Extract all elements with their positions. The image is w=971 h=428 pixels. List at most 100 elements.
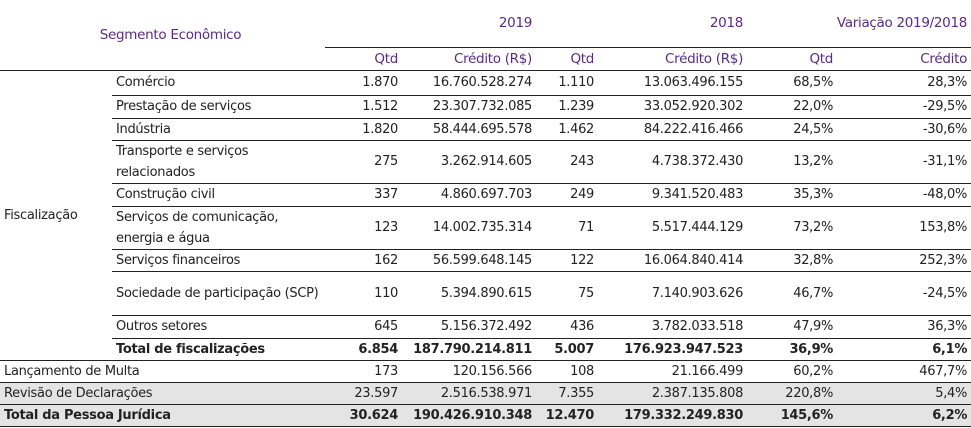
qtd-variation: 145,6% [747, 403, 838, 427]
qtd-2019: 162 [325, 248, 403, 271]
credit-2019: 120.156.566 [402, 359, 537, 382]
fiscalizacao-row: Serviços financeiros 162 56.599.648.145 122… [0, 248, 971, 271]
credit-var-header: Crédito [920, 50, 968, 67]
credit-2018: 3.782.033.518 [598, 314, 748, 338]
group-label: Fiscalização [0, 69, 112, 360]
qtd-variation: 68,5% [747, 69, 838, 95]
credit-2018: 176.923.947.523 [598, 337, 748, 360]
row-label: Sociedade de participação (SCP) [112, 270, 326, 315]
qtd-variation: 35,3% [747, 182, 838, 206]
qtd-2019: 6.854 [325, 337, 403, 360]
qtd-2019: 1.512 [325, 94, 403, 118]
qtd-2019: 173 [325, 359, 403, 382]
qtd-2019: 123 [325, 205, 403, 249]
credit-2019: 2.516.538.971 [402, 381, 537, 404]
qtd-variation: 22,0% [747, 94, 838, 118]
qtd-variation: 47,9% [747, 314, 838, 338]
row-label: Outros setores [112, 314, 326, 338]
qtd-2018: 5.007 [536, 337, 599, 360]
credit-variation: 5,4% [837, 381, 971, 404]
credit-variation: 252,3% [837, 248, 971, 271]
credit-2019: 56.599.648.145 [402, 248, 537, 271]
qtd-2018: 243 [536, 139, 599, 183]
qtd-variation: 32,8% [747, 248, 838, 271]
fiscalizacao-row: Sociedade de participação (SCP) 110 5.394.… [0, 270, 971, 315]
row-label: Transporte e serviços relacionados [112, 139, 326, 183]
year-2019-header: 2019 [325, 0, 537, 48]
qtd-variation: 24,5% [747, 117, 838, 140]
qtd-variation: 46,7% [747, 270, 838, 315]
row-label: Indústria [112, 117, 326, 140]
credit-2018: 2.387.135.808 [598, 381, 748, 404]
fiscalizacao-row: Total de fiscalizações 6.854 187.790.214.8… [0, 337, 971, 360]
credit-2019: 14.002.735.314 [402, 205, 537, 249]
qtd-variation: 73,2% [747, 205, 838, 249]
fiscalizacao-row: Serviços de comunicação, energia e água 1… [0, 205, 971, 249]
credit-2018: 5.517.444.129 [598, 205, 748, 249]
qtd-2018: 249 [536, 182, 599, 206]
credit-variation: 6,1% [837, 337, 971, 360]
credit-variation: -24,5% [837, 270, 971, 315]
subheader-row: Qtd Crédito (R$) Qtd Crédito (R$) Qtd Cr… [0, 47, 971, 70]
qtd-2019: 1.820 [325, 117, 403, 140]
credit-2019: 23.307.732.085 [402, 94, 537, 118]
qtd-2019: 23.597 [325, 381, 403, 404]
fiscalizacao-row: Fiscalização Comércio 1.870 16.760.528.274 1… [0, 69, 971, 360]
credit-2018: 16.064.840.414 [598, 248, 748, 271]
qtd-2018: 1.462 [536, 117, 599, 140]
credit-2019: 5.156.372.492 [402, 314, 537, 338]
credit-2019: 190.426.910.348 [402, 403, 537, 427]
row-label: Construção civil [112, 182, 326, 206]
qtd-2018: 436 [536, 314, 599, 338]
row-label: Prestação de serviços [112, 94, 326, 118]
fiscalizacao-row: Transporte e serviços relacionados 275 3.2… [0, 139, 971, 183]
credit-variation: -31,1% [837, 139, 971, 183]
qtd-2018-header: Qtd [570, 50, 595, 67]
credit-2018: 84.222.416.466 [598, 117, 748, 140]
credit-variation: 36,3% [837, 314, 971, 338]
qtd-variation: 220,8% [747, 381, 838, 404]
credit-2018: 33.052.920.302 [598, 94, 748, 118]
row-label: Serviços de comunicação, energia e água [112, 205, 326, 249]
credit-variation: 467,7% [837, 359, 971, 382]
row-label: Serviços financeiros [112, 248, 326, 271]
credit-variation: 28,3% [837, 69, 971, 95]
year-2018-header: 2018 [536, 0, 748, 48]
row-label: Total de fiscalizações [112, 337, 326, 360]
fiscalizacao-row: Construção civil 337 4.860.697.703 249 9.341… [0, 182, 971, 206]
qtd-2019-header: Qtd [374, 50, 399, 67]
header-row: Segmento Econômico 2019 2018 Variação 20… [0, 0, 971, 48]
variation-header: Variação 2019/2018 [747, 0, 971, 48]
credit-variation: -48,0% [837, 182, 971, 206]
qtd-variation: 36,9% [747, 337, 838, 360]
fiscalizacao-row: Outros setores 645 5.156.372.492 436 3.782.0… [0, 314, 971, 338]
row-label: Comércio [112, 69, 326, 95]
credit-2018: 7.140.903.626 [598, 270, 748, 315]
qtd-2019: 645 [325, 314, 403, 338]
credit-2018: 4.738.372.430 [598, 139, 748, 183]
credit-2019-header: Crédito (R$) [453, 50, 533, 67]
row-label: Lançamento de Multa [0, 359, 326, 382]
credit-variation: -29,5% [837, 94, 971, 118]
credit-2018-header: Crédito (R$) [664, 50, 744, 67]
qtd-var-header: Qtd [809, 50, 834, 67]
credit-2018: 179.332.249.830 [598, 403, 748, 427]
credit-2018: 21.166.499 [598, 359, 748, 382]
qtd-2019: 30.624 [325, 403, 403, 427]
credit-2019: 5.394.890.615 [402, 270, 537, 315]
qtd-2018: 71 [536, 205, 599, 249]
qtd-2018: 12.470 [536, 403, 599, 427]
row-label: Revisão de Declarações [0, 381, 326, 404]
credit-2019: 3.262.914.605 [402, 139, 537, 183]
credit-variation: 153,8% [837, 205, 971, 249]
credit-2019: 187.790.214.811 [402, 337, 537, 360]
revisao-row: Revisão de Declarações 23.597 2.516.538.… [0, 381, 971, 404]
qtd-2019: 275 [325, 139, 403, 183]
qtd-2019: 110 [325, 270, 403, 315]
row-label: Total da Pessoa Jurídica [0, 403, 326, 427]
qtd-variation: 13,2% [747, 139, 838, 183]
credit-2019: 58.444.695.578 [402, 117, 537, 140]
qtd-2019: 1.870 [325, 69, 403, 95]
fiscalizacao-row: Prestação de serviços 1.512 23.307.732.085… [0, 94, 971, 118]
